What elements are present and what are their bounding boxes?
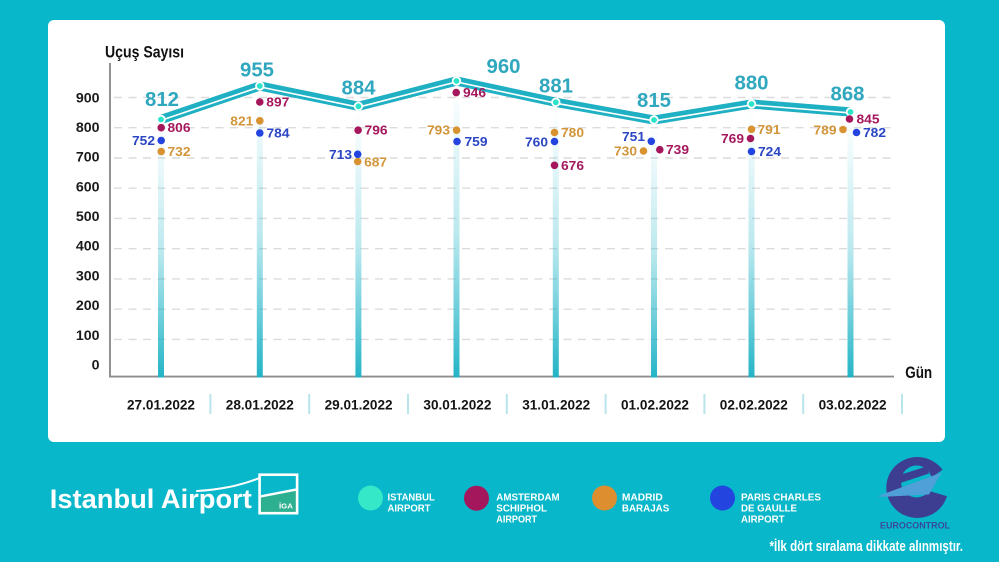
svg-text:796: 796: [365, 123, 388, 138]
svg-text:759: 759: [465, 134, 488, 149]
svg-text:724: 724: [758, 144, 782, 159]
svg-text:27.01.2022: 27.01.2022: [127, 397, 195, 413]
svg-text:955: 955: [240, 59, 274, 81]
svg-text:AMSTERDAM: AMSTERDAM: [496, 492, 559, 503]
svg-text:*İlk dört sıralama dikkate alı: *İlk dört sıralama dikkate alınmıştır.: [770, 538, 964, 555]
svg-text:806: 806: [168, 120, 191, 135]
svg-text:Uçuş Sayısı: Uçuş Sayısı: [105, 44, 184, 62]
svg-text:PARIS CHARLES: PARIS CHARLES: [741, 492, 821, 503]
svg-text:732: 732: [168, 144, 191, 159]
svg-text:0: 0: [92, 358, 100, 374]
svg-text:760: 760: [525, 134, 548, 149]
svg-text:MADRID: MADRID: [622, 492, 663, 503]
svg-text:ISTANBUL: ISTANBUL: [388, 492, 435, 503]
svg-text:815: 815: [637, 90, 671, 112]
svg-text:400: 400: [76, 239, 100, 255]
svg-text:821: 821: [230, 113, 253, 128]
svg-text:881: 881: [539, 76, 573, 98]
svg-text:Gün: Gün: [905, 364, 932, 382]
svg-text:30.01.2022: 30.01.2022: [423, 397, 491, 413]
svg-text:SCHIPHOL: SCHIPHOL: [496, 504, 547, 515]
svg-text:900: 900: [76, 91, 100, 107]
svg-text:752: 752: [132, 133, 155, 148]
svg-text:880: 880: [735, 73, 769, 95]
svg-text:946: 946: [463, 85, 486, 100]
svg-text:31.01.2022: 31.01.2022: [522, 397, 590, 413]
svg-text:DE GAULLE: DE GAULLE: [741, 504, 797, 515]
svg-text:780: 780: [561, 125, 584, 140]
svg-text:687: 687: [364, 155, 387, 170]
svg-text:İGA: İGA: [279, 503, 293, 511]
svg-text:960: 960: [487, 56, 521, 78]
svg-text:751: 751: [622, 129, 645, 144]
svg-text:500: 500: [76, 209, 100, 225]
svg-text:600: 600: [76, 180, 100, 196]
svg-text:800: 800: [76, 120, 100, 136]
svg-text:897: 897: [266, 95, 289, 110]
svg-text:AIRPORT: AIRPORT: [496, 515, 537, 526]
svg-text:884: 884: [342, 78, 377, 100]
svg-text:793: 793: [427, 123, 450, 138]
svg-text:676: 676: [561, 158, 584, 173]
svg-text:769: 769: [721, 131, 744, 146]
svg-text:29.01.2022: 29.01.2022: [325, 397, 393, 413]
svg-text:01.02.2022: 01.02.2022: [621, 397, 689, 413]
svg-text:782: 782: [863, 125, 886, 140]
svg-text:868: 868: [831, 84, 865, 106]
svg-text:BARAJAS: BARAJAS: [622, 504, 670, 515]
svg-text:845: 845: [857, 112, 880, 127]
svg-text:02.02.2022: 02.02.2022: [720, 397, 788, 413]
svg-text:100: 100: [76, 328, 100, 344]
svg-text:EUROCONTROL: EUROCONTROL: [880, 521, 950, 531]
svg-text:730: 730: [614, 144, 637, 159]
svg-text:739: 739: [666, 142, 689, 157]
svg-text:812: 812: [145, 89, 179, 111]
svg-text:200: 200: [76, 298, 100, 314]
svg-text:791: 791: [758, 122, 781, 137]
svg-text:789: 789: [814, 122, 837, 137]
svg-text:03.02.2022: 03.02.2022: [819, 397, 887, 413]
svg-text:713: 713: [329, 147, 352, 162]
svg-text:AIRPORT: AIRPORT: [741, 515, 785, 526]
svg-text:AIRPORT: AIRPORT: [388, 504, 432, 515]
svg-text:784: 784: [267, 126, 291, 141]
svg-text:28.01.2022: 28.01.2022: [226, 397, 294, 413]
svg-text:700: 700: [76, 150, 100, 166]
svg-text:300: 300: [76, 269, 100, 285]
